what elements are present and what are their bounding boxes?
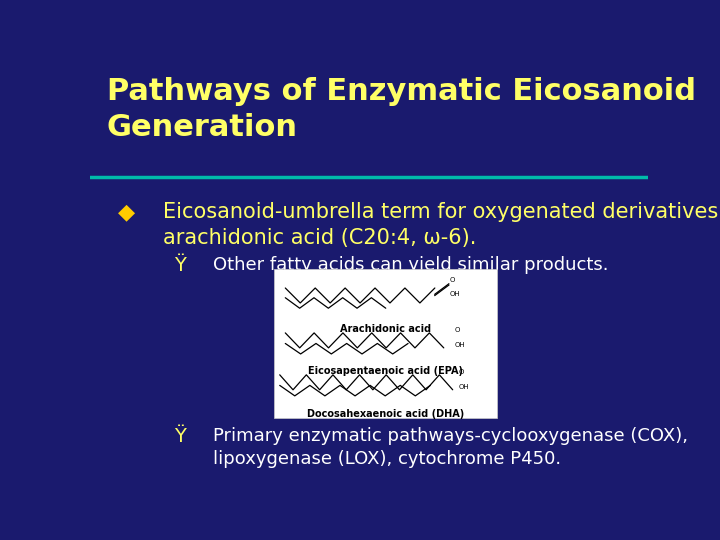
Text: O: O [455, 327, 460, 333]
Text: Primary enzymatic pathways-cyclooxygenase (COX),
lipoxygenase (LOX), cytochrome : Primary enzymatic pathways-cyclooxygenas… [213, 427, 688, 468]
Text: Arachidonic acid: Arachidonic acid [340, 324, 431, 334]
Text: Ÿ: Ÿ [174, 256, 186, 275]
Text: Pathways of Enzymatic Eicosanoid
Generation: Pathways of Enzymatic Eicosanoid Generat… [107, 77, 696, 142]
Text: OH: OH [449, 291, 460, 298]
Text: Eicosanoid-umbrella term for oxygenated derivatives of
arachidonic acid (C20:4, : Eicosanoid-umbrella term for oxygenated … [163, 202, 720, 248]
Text: Ÿ: Ÿ [174, 427, 186, 446]
Text: OH: OH [455, 342, 466, 348]
FancyBboxPatch shape [274, 268, 498, 418]
Text: Docosahexaenoic acid (DHA): Docosahexaenoic acid (DHA) [307, 409, 464, 419]
Text: Other fatty acids can yield similar products.: Other fatty acids can yield similar prod… [213, 256, 608, 274]
Text: OH: OH [459, 384, 469, 390]
Text: ◆: ◆ [118, 202, 135, 222]
Text: O: O [449, 277, 455, 283]
Text: Eicosapentaenoic acid (EPA): Eicosapentaenoic acid (EPA) [308, 366, 463, 376]
Text: O: O [459, 369, 464, 375]
